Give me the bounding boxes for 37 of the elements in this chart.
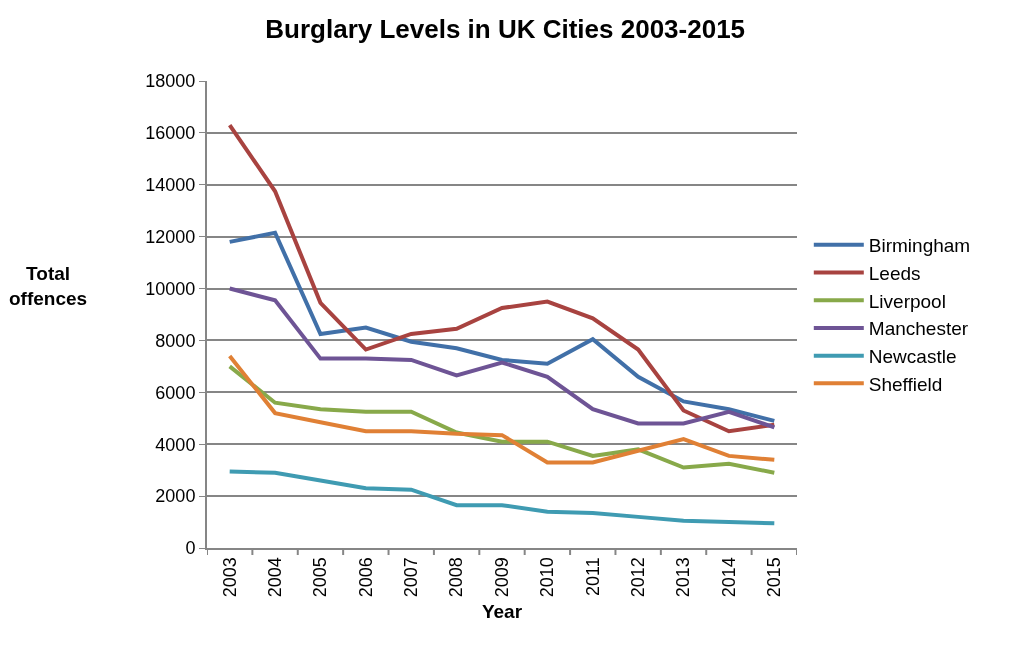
y-tick-label: 8000 bbox=[155, 330, 196, 351]
x-tick-label: 2006 bbox=[355, 557, 376, 598]
x-axis-title: Year bbox=[481, 600, 523, 622]
x-tick-label: 2011 bbox=[582, 557, 603, 596]
legend-label: Newcastle bbox=[868, 346, 957, 368]
y-tick-label: 14000 bbox=[145, 175, 196, 196]
x-tick-label: 2015 bbox=[764, 557, 785, 598]
x-tick-label: 2005 bbox=[310, 557, 331, 598]
line-series bbox=[227, 286, 777, 430]
x-tick-label: 2010 bbox=[537, 557, 558, 598]
y-tick-label: 18000 bbox=[145, 71, 196, 92]
y-tick-label: 0 bbox=[185, 538, 196, 559]
chart-title: Burglary Levels in UK Cities 2003-2015 bbox=[265, 13, 746, 44]
x-tick-label: 2007 bbox=[401, 557, 422, 598]
line-series bbox=[227, 123, 777, 434]
x-tick-label: 2008 bbox=[446, 557, 467, 598]
y-tick-label: 16000 bbox=[145, 123, 196, 144]
x-tick-label: 2012 bbox=[628, 557, 648, 598]
x-tick-label: 2013 bbox=[673, 557, 694, 598]
x-tick-label: 2004 bbox=[264, 557, 285, 598]
legend-label: Manchester bbox=[868, 318, 969, 340]
x-tick-label: 2003 bbox=[219, 557, 240, 598]
y-tick-label: 4000 bbox=[155, 434, 196, 455]
line-series bbox=[227, 354, 777, 465]
y-axis-title: Total offences bbox=[9, 263, 88, 309]
legend-label: Birmingham bbox=[868, 235, 971, 257]
legend-label: Liverpool bbox=[868, 290, 946, 312]
y-tick-label: 2000 bbox=[155, 486, 196, 507]
y-tick-label: 12000 bbox=[145, 226, 196, 247]
y-tick-label: 6000 bbox=[155, 382, 196, 403]
y-tick-label: 10000 bbox=[145, 278, 196, 299]
line-series bbox=[227, 230, 777, 423]
legend-label: Sheffield bbox=[868, 373, 943, 395]
legend-label: Leeds bbox=[868, 262, 921, 284]
line-series bbox=[227, 469, 777, 526]
x-tick-label: 2009 bbox=[491, 557, 512, 598]
x-tick-label: 2014 bbox=[718, 557, 739, 598]
